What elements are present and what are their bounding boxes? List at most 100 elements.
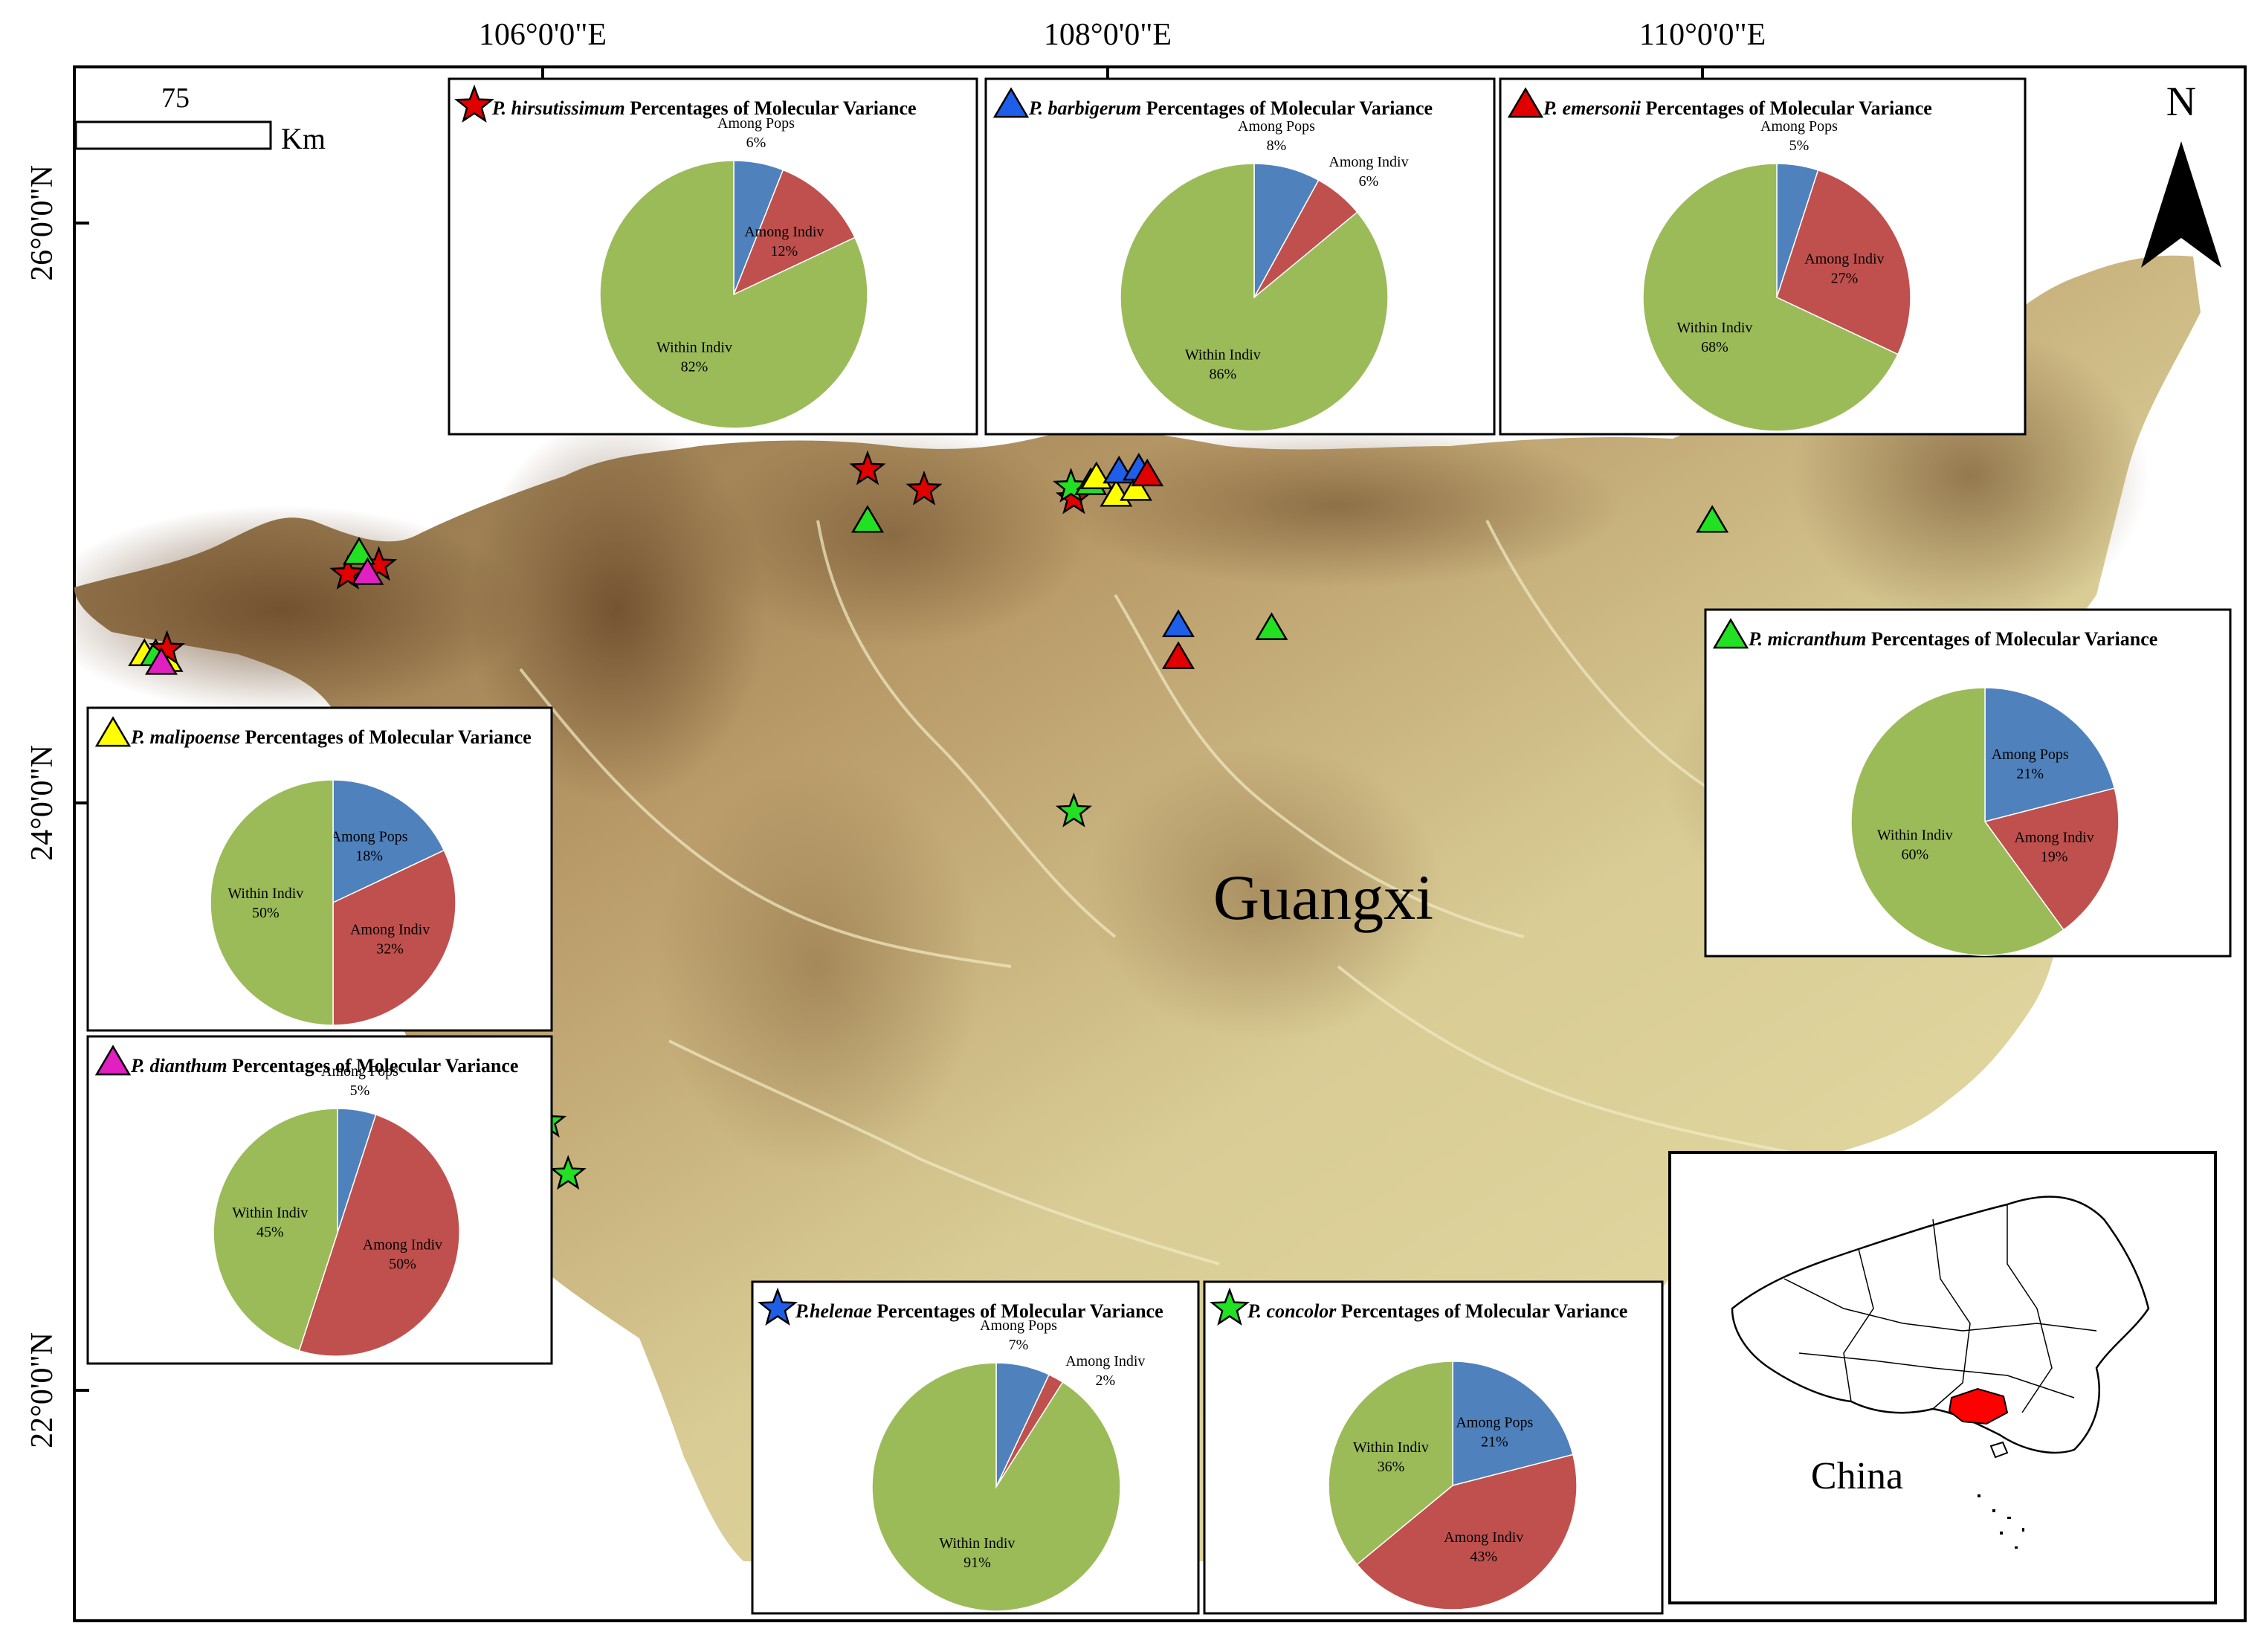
pie-value-label: 45% (256, 1225, 284, 1241)
panel-title-suffix: Percentages of Molecular Variance (245, 726, 531, 748)
pie-slice-among-indiv (1983, 787, 2120, 931)
pie-label: Among Indiv (1444, 1529, 1523, 1546)
panel-title: P.helenae Percentages of Molecular Varia… (795, 1300, 1163, 1322)
pie-value-label: 82% (681, 359, 708, 375)
sample-site-marker (329, 555, 367, 590)
panel-title-species: P. barbigerum (1028, 97, 1146, 119)
pie-slice-among-pops (1984, 687, 2116, 822)
panel-title-suffix: Percentages of Molecular Variance (1645, 97, 1931, 119)
pie-label: Among Indiv (350, 922, 430, 938)
pie-slice-within-indiv (1850, 687, 2065, 956)
lat-label-26: 26°0'0"N (25, 165, 59, 281)
pie-value-label: 6% (1359, 173, 1379, 190)
pie-value-label: 27% (1831, 271, 1859, 287)
pie-label: Among Indiv (1804, 251, 1884, 268)
pie-label: Among Pops (717, 115, 795, 132)
pie-label: Within Indiv (1877, 827, 1953, 844)
pie-slice-within-indiv (871, 1362, 1121, 1612)
legend-star-icon (1209, 1287, 1250, 1326)
legend-triangle-icon (1712, 618, 1749, 649)
panel-title-species: P. malipoense (130, 726, 245, 748)
pie-label: Among Indiv (363, 1236, 442, 1253)
pie-slice-among-indiv (298, 1114, 460, 1357)
pie-slice-within-indiv (1328, 1361, 1453, 1566)
lon-label-110: 110°0'0"E (1639, 18, 1766, 52)
legend-star-icon (757, 1287, 798, 1326)
pie-slice-among-indiv (1356, 1453, 1578, 1610)
pie-label: Within Indiv (1185, 347, 1261, 364)
pie-label: Among Indiv (744, 224, 824, 240)
sample-site-marker (1255, 612, 1288, 640)
china-inset: China (1668, 1151, 2217, 1604)
legend-star-icon (453, 84, 495, 123)
pie-label: Among Pops (1456, 1414, 1533, 1430)
panel-title-species: P. concolor (1247, 1300, 1341, 1322)
pie-value-label: 6% (746, 135, 766, 151)
sample-site-marker (351, 557, 384, 585)
panel-title: P. emersonii Percentages of Molecular Va… (1543, 97, 1932, 119)
pie-value-label: 50% (389, 1256, 416, 1272)
pie-label: Among Indiv (1329, 154, 1408, 170)
amova-panel-1: P. hirsutissimum Percentages of Molecula… (448, 77, 978, 436)
north-arrow-icon (2141, 141, 2221, 268)
pie-label: Among Pops (321, 1063, 398, 1080)
pie-value-label: 5% (1789, 138, 1810, 154)
scale-bar-value: 75 (161, 83, 190, 114)
lat-label-24: 24°0'0"N (25, 745, 59, 861)
pie-slice-among-indiv (732, 169, 856, 296)
panel-title-suffix: Percentages of Molecular Variance (877, 1300, 1163, 1322)
pie-slice-within-indiv (1642, 163, 1899, 432)
pie-value-label: 36% (1378, 1459, 1405, 1475)
scale-bar-unit: Km (281, 122, 326, 155)
pie-label: Among Pops (1760, 118, 1838, 135)
sample-site-marker (549, 1155, 587, 1190)
panel-title: P. dianthum Percentages of Molecular Var… (130, 1055, 518, 1077)
china-province-lines (1783, 1204, 2097, 1413)
panel-title-suffix: Percentages of Molecular Variance (1146, 97, 1433, 119)
panel-title-suffix: Percentages of Molecular Variance (630, 97, 916, 119)
pie-label: Among Pops (331, 828, 408, 845)
pie-value-label: 91% (963, 1555, 991, 1571)
pie-label: Among Indiv (1065, 1353, 1145, 1369)
sample-site-marker (849, 450, 886, 485)
sample-site-marker (1162, 641, 1195, 669)
pie-value-label: 5% (350, 1082, 370, 1099)
amova-panel-2: P. barbigerum Percentages of Molecular V… (984, 77, 1496, 436)
pie-slice-among-pops (1452, 1361, 1574, 1486)
panel-title: P. malipoense Percentages of Molecular V… (130, 726, 532, 748)
pie-value-label: 12% (770, 243, 798, 259)
sample-site-marker (905, 470, 943, 506)
legend-triangle-icon (992, 87, 1030, 118)
legend-triangle-icon (94, 716, 132, 747)
panel-title-suffix: Percentages of Molecular Variance (1341, 1300, 1627, 1322)
panel-title: P. hirsutissimum Percentages of Molecula… (491, 97, 917, 119)
scale-bar: 75 Km (74, 83, 326, 155)
sample-site-marker (1131, 458, 1164, 487)
pie-slice-within-indiv (599, 160, 868, 429)
panel-title-species: P.helenae (795, 1300, 877, 1322)
pie-label: Among Pops (980, 1317, 1057, 1334)
pie-value-label: 7% (1009, 1337, 1029, 1353)
pie-label: Among Indiv (2014, 830, 2093, 846)
amova-panel-6: P. dianthum Percentages of Molecular Var… (86, 1035, 553, 1365)
sample-site-marker (1120, 473, 1152, 501)
panel-title-suffix: Percentages of Molecular Variance (1871, 628, 2157, 650)
sample-site-marker (851, 505, 884, 533)
pie-slice-among-pops (1253, 163, 1320, 298)
amova-panel-3: P. emersonii Percentages of Molecular Va… (1499, 77, 2027, 436)
amova-panels: P. hirsutissimum Percentages of Molecula… (86, 77, 2232, 1615)
north-label: N (2166, 79, 2196, 125)
pie-slice-within-indiv (213, 1108, 338, 1352)
pie-value-label: 68% (1701, 339, 1728, 355)
pie-value-label: 86% (1209, 367, 1236, 383)
lon-label-108: 108°0'0"E (1044, 18, 1172, 52)
china-outline (1731, 1196, 2150, 1454)
pie-value-label: 2% (1095, 1372, 1115, 1389)
pie-label: Among Pops (1238, 118, 1315, 135)
amova-panel-5: P. malipoense Percentages of Molecular V… (86, 706, 553, 1032)
panel-title-species: P. dianthum (130, 1055, 232, 1077)
pie-slice-within-indiv (1120, 163, 1389, 432)
panel-title: P. micranthum Percentages of Molecular V… (1748, 628, 2157, 650)
pie-slice-among-indiv (332, 849, 456, 1026)
pie-value-label: 21% (2016, 766, 2044, 782)
